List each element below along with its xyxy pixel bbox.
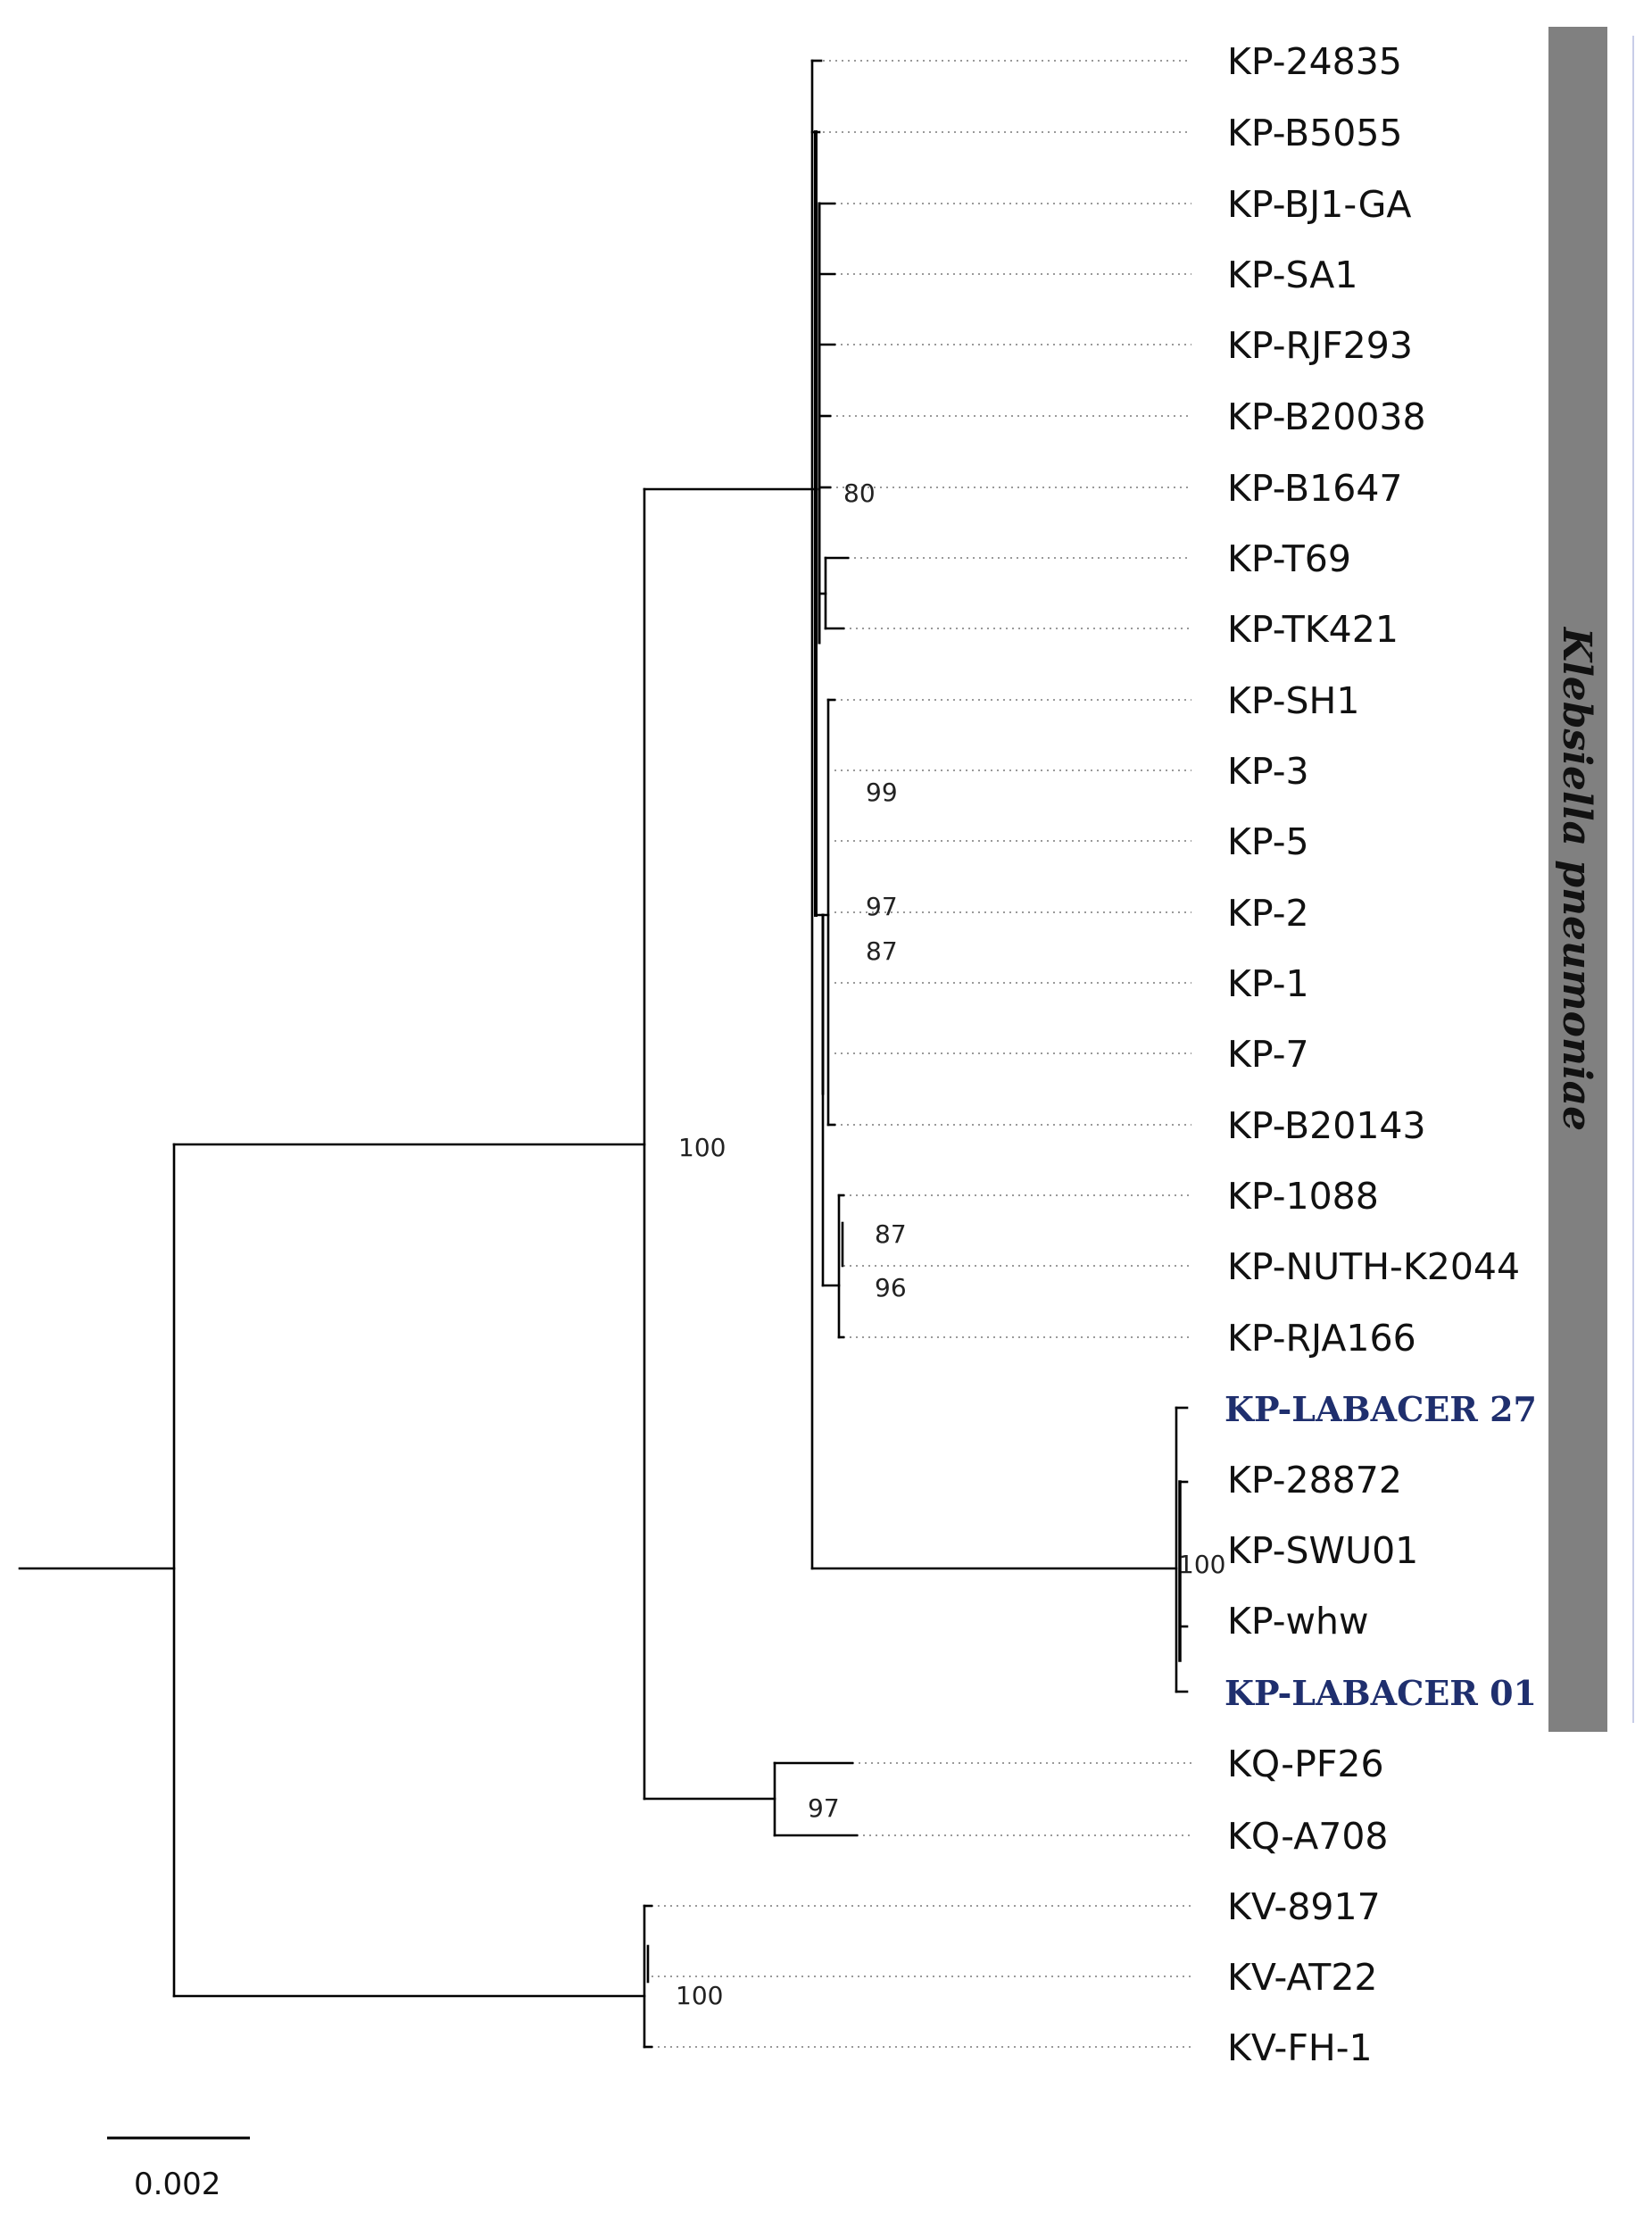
taxon-label: KP-NUTH-K2044 [1227,1245,1520,1288]
bootstrap-value: 96 [875,1273,907,1302]
clade-bar [1548,27,1607,1732]
taxon-label: KP-B20143 [1227,1104,1426,1147]
taxon-label: KV-FH-1 [1227,2026,1373,2069]
taxon-label: KP-1088 [1227,1175,1379,1218]
bootstrap-value: 97 [808,1793,840,1823]
taxon-label: KP-T69 [1227,537,1351,580]
bootstrap-value: 97 [866,892,898,921]
taxon-label: KP-7 [1227,1033,1309,1076]
taxon-label: KP-SA1 [1227,254,1357,296]
taxon-label-highlighted: KP-LABACER 27 [1224,1389,1537,1429]
bootstrap-value: 100 [676,1981,723,2010]
taxon-label: KP-RJA166 [1227,1317,1416,1360]
taxon-label: KP-24835 [1227,40,1402,83]
taxon-label: KP-SH1 [1227,679,1359,722]
taxon-label: KQ-PF26 [1227,1743,1384,1785]
taxon-label: KP-1 [1227,962,1309,1005]
taxon-label: KP-B5055 [1227,112,1403,154]
taxon-label: KQ-A708 [1227,1815,1389,1858]
taxon-label: KP-28872 [1227,1459,1402,1501]
leader-lines [652,60,1191,2048]
bootstrap-value: 80 [843,478,876,508]
scale-bar-label: 0.002 [134,2167,220,2202]
taxon-label: KV-AT22 [1227,1956,1378,1999]
taxon-label: KP-2 [1227,892,1309,935]
taxon-label: KP-whw [1227,1600,1369,1643]
bootstrap-value: 100 [678,1133,726,1162]
bootstrap-values: 80 99 97 87 100 87 96 100 97 100 [676,478,1225,2010]
bootstrap-value: 100 [1178,1550,1225,1579]
taxon-label: KP-5 [1227,820,1309,863]
clade-label: Klebsiella pneumoniae [1554,626,1599,1131]
taxon-label: KP-B1647 [1227,467,1403,510]
taxon-labels: KP-24835 KP-B5055 KP-BJ1-GA KP-SA1 KP-RJ… [1224,40,1537,2069]
bootstrap-value: 87 [866,936,898,966]
taxon-label: KV-8917 [1227,1885,1381,1928]
taxon-label: KP-SWU01 [1227,1529,1418,1572]
taxon-label: KP-RJF293 [1227,324,1413,367]
taxon-label: KP-B20038 [1227,395,1426,438]
taxon-label-highlighted: KP-LABACER 01 [1224,1673,1537,1713]
taxon-label: KP-3 [1227,750,1309,793]
branches [18,59,1189,2049]
taxon-label: KP-BJ1-GA [1227,183,1411,226]
taxon-label: KP-TK421 [1227,608,1399,651]
bootstrap-value: 99 [866,778,898,807]
bootstrap-value: 87 [875,1219,907,1249]
